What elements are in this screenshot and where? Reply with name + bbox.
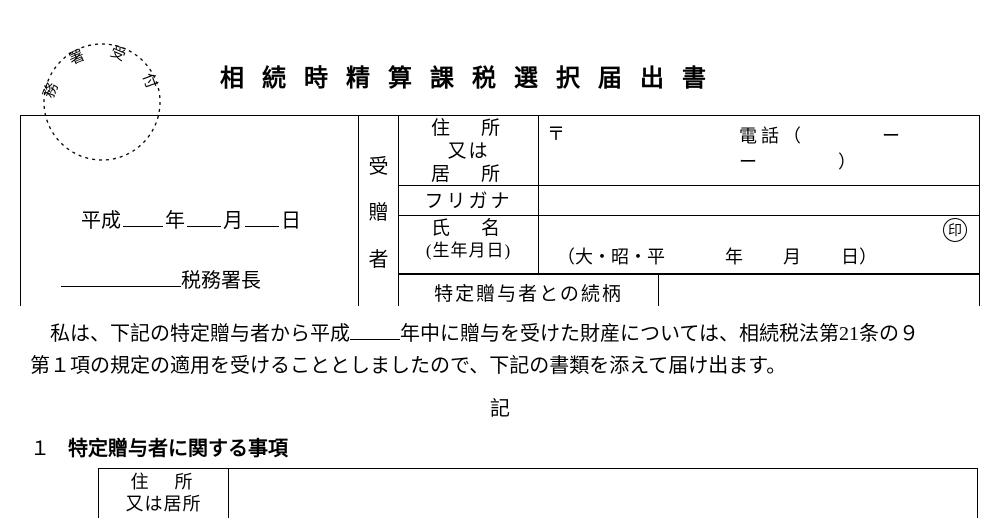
address-label-3: 居 所 [399, 164, 538, 187]
phone-label: 電話（ [739, 126, 805, 146]
section-1-heading: １ 特定贈与者に関する事項 [30, 432, 288, 461]
recipient-char-2: 贈 [369, 196, 389, 225]
ki-marker: 記 [0, 392, 1000, 421]
tax-office-suffix: 税務署長 [181, 270, 261, 292]
tax-office-blank[interactable] [61, 286, 181, 287]
recipient-char-3: 者 [369, 243, 389, 272]
year-label: 年 [165, 210, 185, 232]
body-line1-b: 年中に贈与を受けた財産については、相続税法第21条の９ [400, 323, 919, 345]
month-label: 月 [223, 210, 243, 232]
furigana-label: フリガナ [399, 186, 539, 215]
donor-address-label: 住 所 又は居所 [99, 469, 229, 518]
donor-address-value[interactable] [229, 469, 977, 518]
name-label-1: 氏 名 [399, 218, 538, 241]
main-form-table: 平成年月日 税務署長 受 贈 者 住 所 又は 居 所 〒 電話（ [20, 115, 980, 306]
address-label-2: 又は [399, 141, 538, 164]
day-label: 日 [281, 210, 301, 232]
name-value[interactable]: 印 （大・昭・平 年 月 日） [539, 216, 979, 273]
submission-date: 平成 年 月 日 [81, 204, 301, 233]
address-value[interactable]: 〒 電話（ ー ー ） [539, 116, 979, 185]
section-1-num: １ [30, 438, 50, 460]
body-line2: 第１項の規定の適用を受けることとしましたので、下記の書類を添えて届け出ます。 [30, 350, 970, 382]
declaration-text: 私は、下記の特定贈与者から平成 年中に贈与を受けた財産については、相続税法第21条… [30, 318, 970, 382]
relationship-value[interactable] [659, 275, 979, 306]
svg-text:税 務 署 受 付 印: 税 務 署 受 付 印 [42, 42, 162, 100]
year-blank-body[interactable] [350, 339, 400, 340]
donor-addr-2: 又は居所 [99, 494, 228, 516]
birth-year-label: 年 [725, 243, 743, 269]
donor-addr-1: 住 所 [99, 472, 228, 494]
phone-sep-2: ー [739, 152, 761, 172]
section-1-title: 特定贈与者に関する事項 [68, 438, 288, 460]
address-label-1: 住 所 [399, 118, 538, 141]
body-line1-a: 私は、下記の特定贈与者から平成 [50, 323, 350, 345]
left-block: 平成 年 月 日 税務署長 [21, 116, 359, 306]
birth-month-label: 月 [783, 243, 801, 269]
phone-close: ） [838, 152, 860, 172]
postal-mark: 〒 [547, 124, 565, 144]
phone-block: 電話（ ー ー ） [739, 122, 979, 174]
phone-sep-1: ー [882, 126, 904, 146]
year-blank[interactable] [123, 226, 163, 227]
name-label: 氏 名 (生年月日) [399, 216, 539, 273]
seal-mark: 印 [943, 218, 967, 242]
address-label: 住 所 又は 居 所 [399, 116, 539, 185]
birth-day-label: 日） [841, 243, 877, 269]
birth-date-row: （大・昭・平 年 月 日） [547, 220, 971, 269]
name-label-2: (生年月日) [399, 241, 538, 261]
relationship-label: 特定贈与者との続柄 [399, 275, 659, 306]
donor-table: 住 所 又は居所 [98, 468, 978, 518]
era-label: 平成 [81, 210, 121, 232]
day-blank[interactable] [245, 226, 279, 227]
birth-era-options: （大・昭・平 [557, 243, 665, 269]
form-title: 相続時精算課税選択届出書 [220, 58, 724, 93]
month-blank[interactable] [187, 226, 221, 227]
furigana-value[interactable] [539, 186, 979, 215]
recipient-char-1: 受 [369, 150, 389, 179]
recipient-fields: 住 所 又は 居 所 〒 電話（ ー ー ） [399, 116, 979, 306]
tax-office-line: 税務署長 [61, 264, 261, 293]
recipient-header: 受 贈 者 [359, 116, 399, 306]
